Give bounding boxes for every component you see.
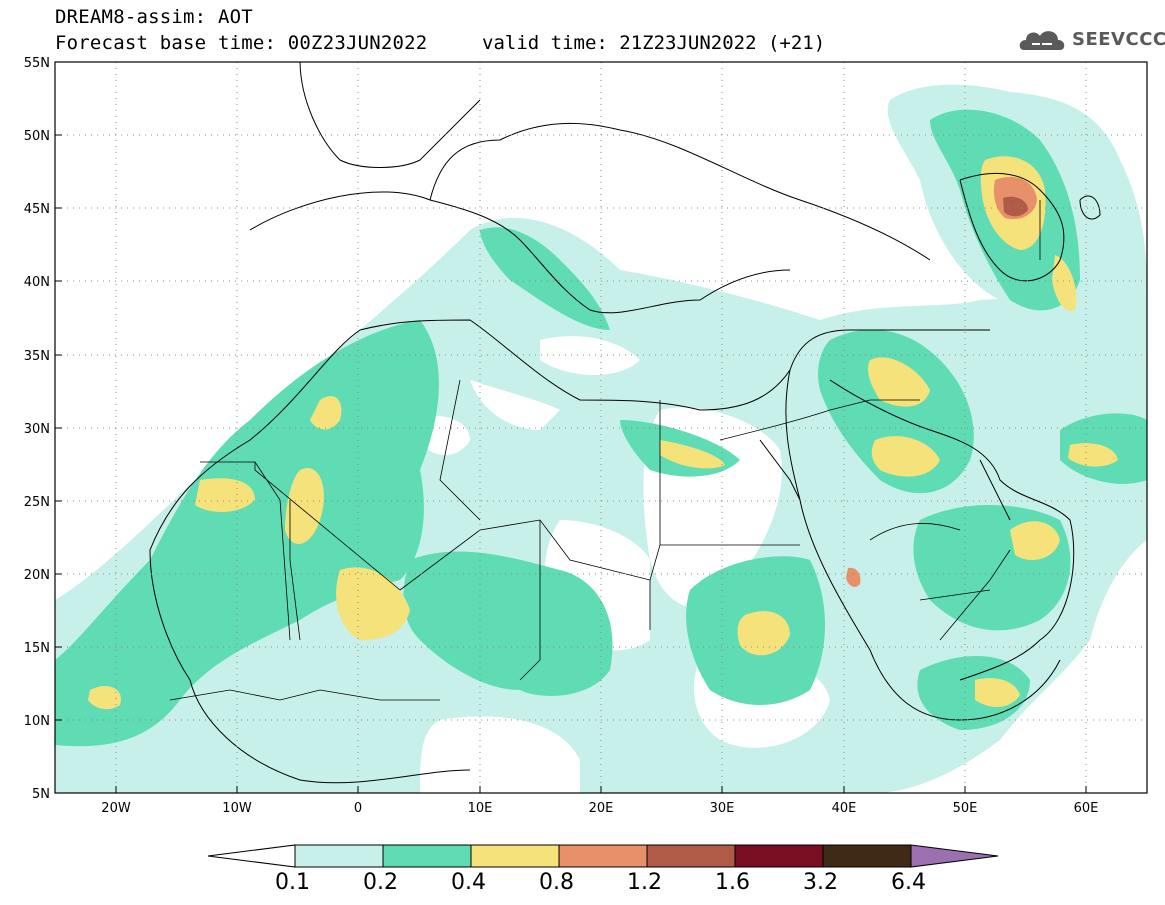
lat-label: 50N bbox=[24, 129, 50, 144]
lat-label: 20N bbox=[24, 568, 50, 583]
colorbar-label: 0.8 bbox=[539, 870, 574, 895]
colorbar-label: 0.2 bbox=[363, 870, 398, 895]
lon-label: 40E bbox=[832, 801, 857, 816]
lat-labels: 55N 50N 45N 40N 35N 30N 25N 20N 15N 10N … bbox=[24, 56, 50, 802]
colorbar-label: 6.4 bbox=[891, 870, 926, 895]
cloud-icon bbox=[1019, 31, 1065, 50]
colorbar-swatch bbox=[822, 844, 912, 868]
lat-label: 45N bbox=[24, 202, 50, 217]
colorbar bbox=[207, 844, 999, 868]
colorbar-label: 1.2 bbox=[627, 870, 662, 895]
lat-label: 5N bbox=[32, 787, 50, 802]
lon-labels: 20W 10W 0 10E 20E 30E 40E 50E 60E bbox=[101, 801, 1098, 816]
colorbar-swatch bbox=[734, 844, 824, 868]
colorbar-label: 0.4 bbox=[451, 870, 486, 895]
colorbar-swatch bbox=[470, 844, 560, 868]
lon-label: 10E bbox=[468, 801, 493, 816]
graticule bbox=[55, 62, 1147, 793]
colorbar-swatch bbox=[646, 844, 736, 868]
lat-label: 30N bbox=[24, 422, 50, 437]
lon-label: 10W bbox=[222, 801, 252, 816]
colorbar-swatch bbox=[294, 844, 384, 868]
colorbar-over-arrow bbox=[910, 844, 999, 868]
lon-label: 0 bbox=[354, 801, 362, 816]
lon-label: 20W bbox=[101, 801, 131, 816]
colorbar-swatch bbox=[382, 844, 472, 868]
colorbar-label: 0.1 bbox=[275, 870, 310, 895]
lon-label: 60E bbox=[1074, 801, 1099, 816]
map-title: DREAM8-assim: AOT bbox=[55, 6, 253, 28]
coastlines bbox=[149, 62, 1101, 784]
lon-label: 50E bbox=[953, 801, 978, 816]
lat-label: 55N bbox=[24, 56, 50, 71]
aot-brown-regions bbox=[1003, 196, 1028, 217]
colorbar-swatch bbox=[558, 844, 648, 868]
axis-ticks bbox=[55, 61, 1087, 794]
lon-label: 30E bbox=[710, 801, 735, 816]
country-borders bbox=[169, 200, 1041, 701]
colorbar-label: 1.6 bbox=[715, 870, 750, 895]
lat-label: 15N bbox=[24, 641, 50, 656]
lon-label: 20E bbox=[589, 801, 614, 816]
aot-field bbox=[55, 84, 1147, 793]
lat-label: 35N bbox=[24, 349, 50, 364]
colorbar-label: 3.2 bbox=[803, 870, 838, 895]
lat-label: 40N bbox=[24, 275, 50, 290]
forecast-base-time: Forecast base time: 00Z23JUN2022 bbox=[55, 32, 428, 54]
lat-label: 10N bbox=[24, 714, 50, 729]
logo-text: SEEVCCC bbox=[1072, 29, 1165, 50]
valid-time: valid time: 21Z23JUN2022 (+21) bbox=[482, 32, 826, 54]
colorbar-under-arrow bbox=[207, 844, 296, 868]
lat-label: 25N bbox=[24, 495, 50, 510]
aot-yellow-regions bbox=[88, 156, 1118, 710]
